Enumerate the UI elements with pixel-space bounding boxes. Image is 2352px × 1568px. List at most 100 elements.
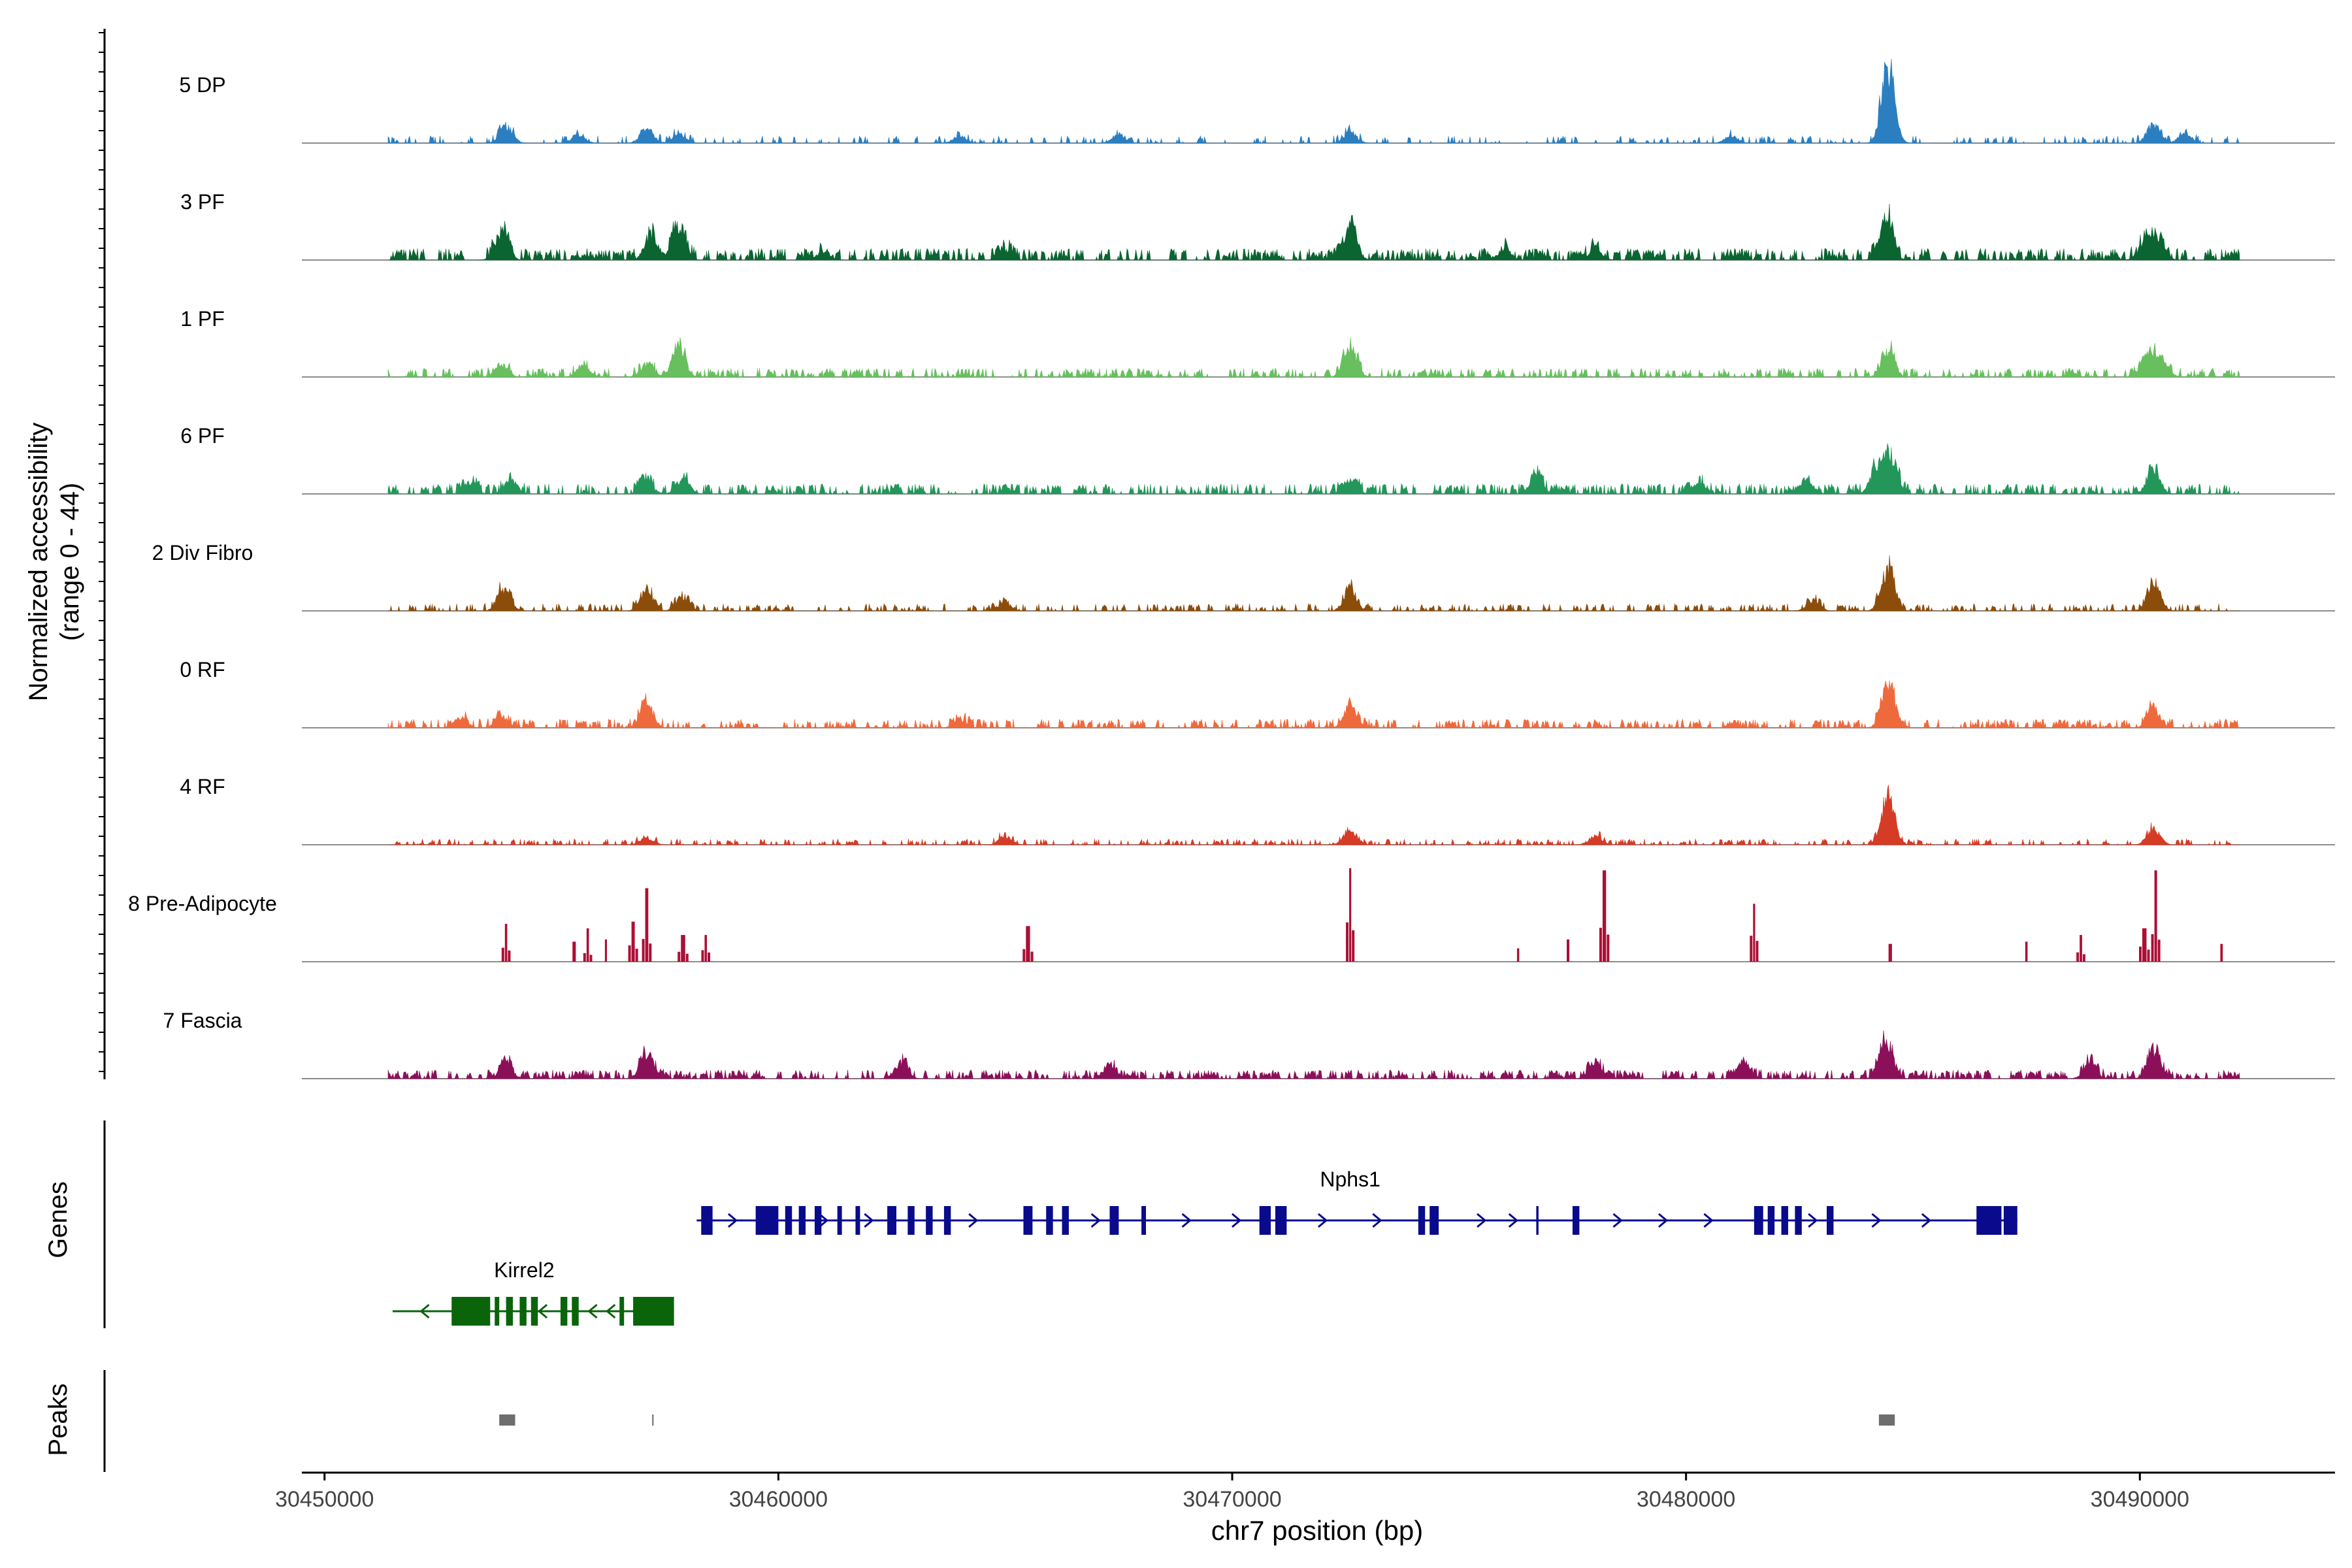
coverage-peak bbox=[635, 949, 638, 962]
coverage-peak bbox=[2157, 939, 2161, 962]
coverage-peak bbox=[2082, 954, 2085, 962]
strand-arrow bbox=[1231, 1213, 1242, 1228]
strand-arrow bbox=[419, 1303, 430, 1319]
peak-region bbox=[499, 1414, 515, 1426]
coverage-peak bbox=[1756, 941, 1759, 962]
coverage-area bbox=[388, 785, 2240, 846]
coverage-peak bbox=[1349, 868, 1352, 962]
gene-exon bbox=[451, 1297, 491, 1326]
gene-exon bbox=[619, 1297, 625, 1326]
coverage-peak bbox=[645, 888, 649, 962]
gene-exon bbox=[907, 1206, 915, 1235]
gene-exon bbox=[1976, 1206, 2002, 1235]
strand-arrow bbox=[537, 1303, 548, 1319]
x-axis: 30450000 30460000 30470000 30480000 30490000 bbox=[275, 1471, 2335, 1512]
coverage-peak bbox=[1602, 870, 1607, 962]
coverage-peak bbox=[1026, 926, 1030, 962]
coverage-peak bbox=[1599, 928, 1602, 962]
coverage-area bbox=[387, 59, 2240, 144]
strand-arrow bbox=[1372, 1213, 1382, 1228]
coverage-peak bbox=[631, 921, 635, 962]
coverage-area bbox=[387, 680, 2240, 729]
gene-exon bbox=[1827, 1206, 1834, 1235]
coverage-peak bbox=[2139, 946, 2142, 962]
coverage-area bbox=[388, 203, 2240, 261]
gene-exon bbox=[1023, 1206, 1033, 1235]
gene-exon bbox=[519, 1297, 527, 1326]
strand-arrow bbox=[864, 1213, 874, 1228]
track-6: 4 RF bbox=[180, 775, 2335, 846]
gene-exon bbox=[887, 1206, 896, 1235]
track-4: 2 Div Fibro bbox=[152, 541, 2335, 612]
coverage-peak bbox=[508, 950, 511, 962]
strand-arrow bbox=[1181, 1213, 1192, 1228]
gene-exon bbox=[785, 1206, 792, 1235]
strand-arrow bbox=[1808, 1213, 1818, 1228]
track-5: 0 RF bbox=[180, 658, 2335, 729]
gene-exon bbox=[531, 1297, 538, 1326]
coverage-peak bbox=[2154, 870, 2157, 962]
coverage-area bbox=[388, 555, 2240, 612]
gene-exon bbox=[560, 1297, 568, 1326]
track-2: 1 PF bbox=[180, 307, 2335, 378]
track-label: 2 Div Fibro bbox=[152, 541, 253, 564]
coverage-peak bbox=[681, 935, 685, 962]
gene-exon bbox=[855, 1206, 860, 1235]
track-0: 5 DP bbox=[179, 59, 2335, 144]
coverage-peak bbox=[586, 928, 589, 962]
coverage-peak bbox=[504, 924, 508, 962]
x-tick-label: 30480000 bbox=[1637, 1487, 1735, 1512]
gene-nphs1: Nphs1 bbox=[696, 1168, 2017, 1235]
gene-exon bbox=[1109, 1206, 1119, 1235]
track-label: 4 RF bbox=[180, 775, 225, 798]
x-axis-title: chr7 position (bp) bbox=[1211, 1515, 1424, 1546]
x-tick-label: 30490000 bbox=[2091, 1487, 2189, 1512]
coverage-peak bbox=[1607, 934, 1610, 962]
gene-annotation-panel: Nphs1 Kirrel2 bbox=[103, 1120, 2017, 1328]
track-label: 1 PF bbox=[180, 307, 225, 331]
coverage-peak bbox=[708, 952, 711, 962]
coverage-tracks: 5 DP 3 PF 1 PF 6 PF 2 Div Fibro 0 RF 4 RF 8 Pre… bbox=[99, 29, 2335, 1080]
peak-panel bbox=[103, 1370, 1895, 1472]
gene-exon bbox=[798, 1206, 806, 1235]
coverage-peak bbox=[2151, 934, 2154, 962]
coverage-area bbox=[387, 337, 2240, 378]
coverage-peak bbox=[704, 935, 708, 962]
coverage-peak bbox=[501, 947, 504, 962]
gene-exon bbox=[1062, 1206, 1069, 1235]
gene-exon bbox=[1259, 1206, 1271, 1235]
coverage-peak bbox=[2080, 935, 2082, 962]
gene-exon bbox=[1275, 1206, 1287, 1235]
coverage-area bbox=[387, 1030, 2240, 1080]
strand-arrow bbox=[1090, 1213, 1101, 1228]
coverage-peak bbox=[583, 953, 586, 962]
gene-exon bbox=[1429, 1206, 1439, 1235]
coverage-peak bbox=[2220, 943, 2223, 962]
coverage-peak bbox=[1346, 922, 1349, 962]
peak-region bbox=[652, 1414, 654, 1426]
x-tick-label: 30450000 bbox=[275, 1487, 374, 1512]
strand-arrow bbox=[818, 1213, 829, 1228]
strand-arrow bbox=[1703, 1213, 1714, 1228]
x-tick-label: 30470000 bbox=[1183, 1487, 1281, 1512]
gene-label: Nphs1 bbox=[1320, 1168, 1380, 1191]
coverage-peak bbox=[649, 943, 652, 962]
track-label: 0 RF bbox=[180, 658, 225, 681]
coverage-peak bbox=[1516, 948, 1520, 962]
gene-exon bbox=[1141, 1206, 1147, 1235]
track-label: 8 Pre-Adipocyte bbox=[128, 892, 277, 915]
y-axis-title: Normalized accessibility bbox=[24, 423, 53, 702]
strand-arrow bbox=[1921, 1213, 1932, 1228]
genes-panel-label: Genes bbox=[44, 1181, 73, 1258]
track-label: 6 PF bbox=[180, 424, 225, 448]
y-axis-range-label: (range 0 - 44) bbox=[56, 483, 84, 641]
track-7: 8 Pre-Adipocyte bbox=[128, 868, 2335, 962]
peaks-panel-label: Peaks bbox=[44, 1383, 73, 1456]
gene-exon bbox=[1046, 1206, 1053, 1235]
strand-arrow bbox=[587, 1303, 598, 1319]
peak-region bbox=[1878, 1414, 1895, 1426]
coverage-peak bbox=[1750, 936, 1753, 962]
coverage-peak bbox=[2025, 941, 2028, 962]
gene-exon bbox=[1754, 1206, 1763, 1235]
